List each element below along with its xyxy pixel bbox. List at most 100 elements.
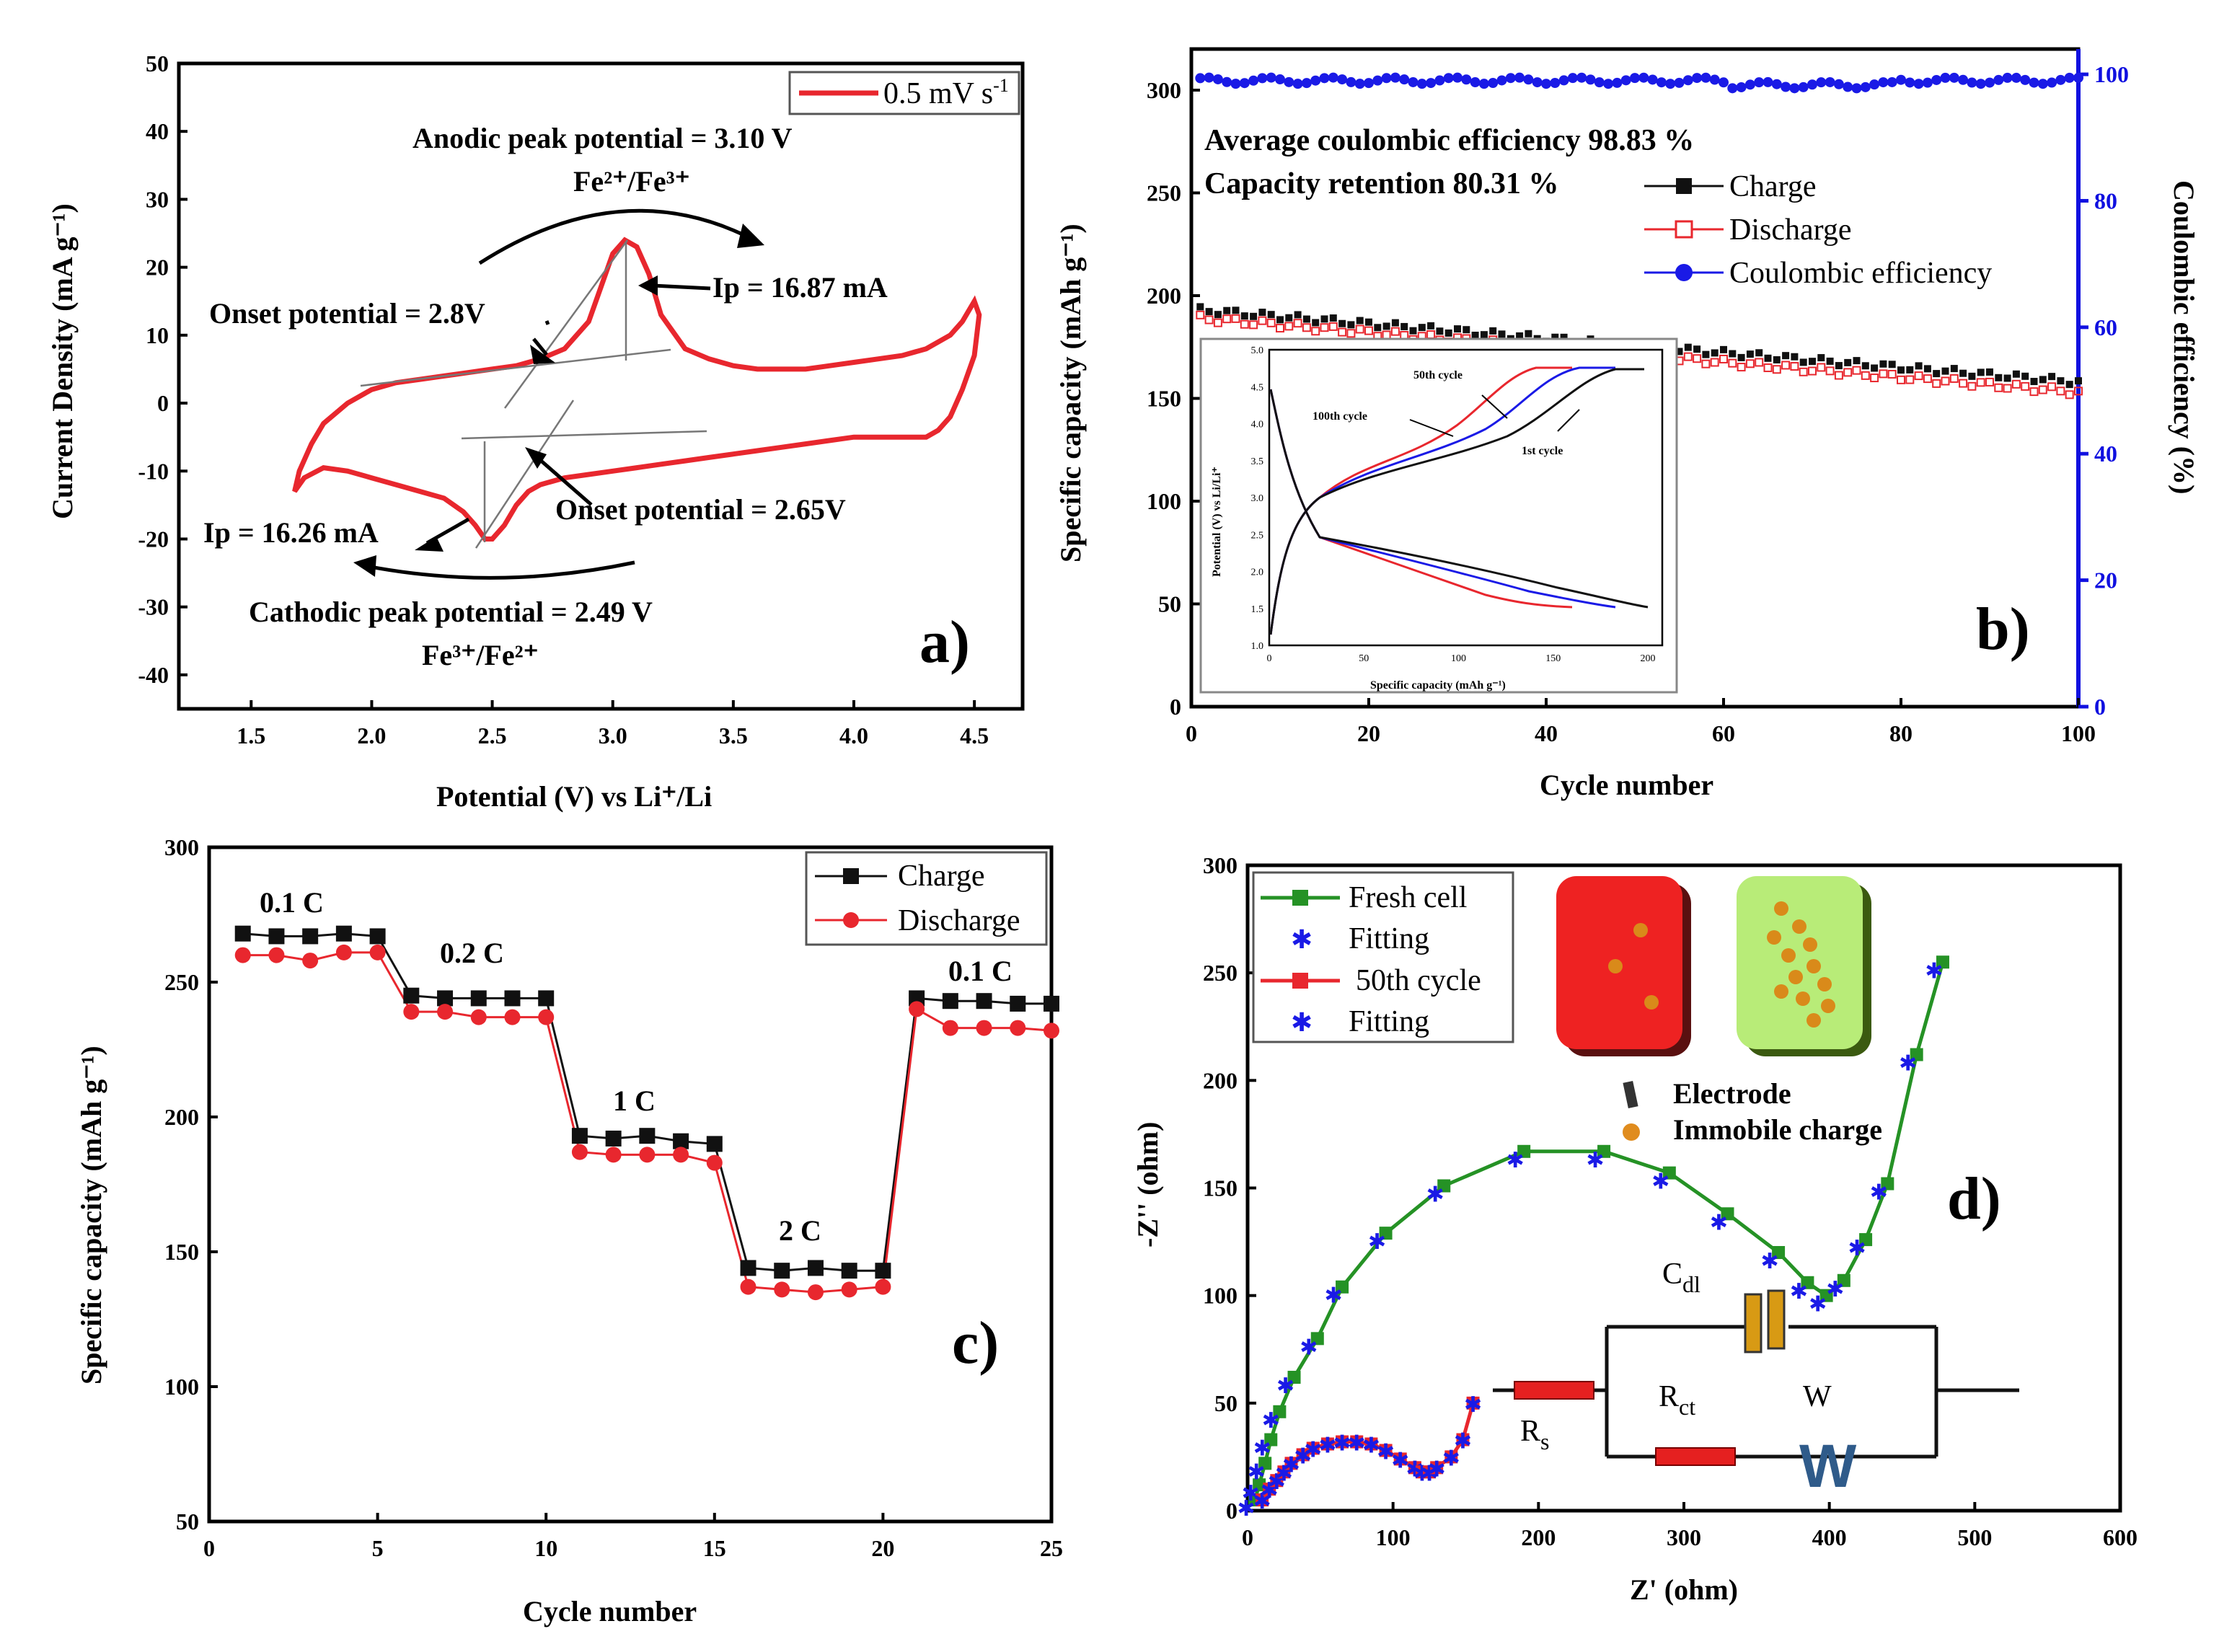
charge-point [1888, 361, 1896, 368]
panel-b-x-ticks: 0 20 40 60 80 100 [1186, 698, 2096, 746]
ce-point [1434, 75, 1445, 86]
charge-point [740, 1260, 756, 1276]
y-tick-label: 30 [146, 186, 169, 212]
ce-point [1576, 72, 1587, 83]
fit-point: ✱ [1506, 1148, 1525, 1173]
discharge-point [807, 1284, 824, 1301]
ce-point [1967, 77, 1977, 88]
discharge-point [1302, 323, 1311, 332]
charge-point [1817, 354, 1825, 362]
ce-point [1612, 77, 1623, 88]
cycle50-point [1296, 1448, 1310, 1462]
cycle50-point [1379, 1444, 1393, 1457]
y-tick-label: 0 [1170, 694, 1181, 720]
anodic-couple-label: Fe²⁺/Fe³⁺ [573, 165, 690, 198]
ce-point [1301, 78, 1312, 89]
ce-point [1195, 73, 1206, 84]
panel-d-legend: Fresh cell ✱ Fitting 50th cycle ✱ Fittin… [1252, 871, 1514, 1043]
charge-point [807, 1260, 824, 1276]
ce-point [1239, 78, 1250, 89]
inset-y-tick-label: 2.5 [1251, 530, 1264, 541]
x-tick-label: 300 [1667, 1524, 1701, 1550]
charge-point [470, 990, 487, 1007]
panel-b-inset: 0 50 100 150 2001.01.52.02.53.03.54.04.55.0 … [1199, 337, 1678, 694]
ce-point [1337, 74, 1348, 85]
discharge-point [1932, 379, 1941, 388]
ce-point [1257, 73, 1268, 84]
charge-point [1879, 360, 1887, 368]
charge-point [1560, 333, 1568, 341]
x-tick-label: 4.0 [839, 723, 868, 748]
rate-label-2: 0.2 C [440, 937, 504, 969]
rate-label-4: 2 C [779, 1214, 821, 1247]
charge-point [1365, 318, 1372, 326]
x-tick-label: 0 [1242, 1524, 1253, 1550]
y-tick-label: 250 [164, 969, 199, 995]
discharge-point [1755, 358, 1764, 367]
ce-point [2064, 72, 2075, 83]
discharge-point [1293, 319, 1302, 328]
panel-a-xlabel: Potential (V) vs Li⁺/Li [436, 780, 712, 813]
c-legend-discharge-marker [843, 912, 859, 928]
fresh-point [1772, 1246, 1786, 1259]
discharge-point [1346, 329, 1356, 338]
ce-point [1647, 74, 1658, 85]
charge-point [2065, 381, 2073, 389]
cycle50-point [1466, 1396, 1480, 1410]
legend-ce-marker [1675, 264, 1693, 281]
discharge-point [1683, 352, 1693, 361]
discharge-point [1213, 318, 1222, 327]
panel-d-xlabel: Z' (ohm) [1630, 1573, 1738, 1606]
cdl-label: Cdl [1662, 1258, 1700, 1297]
panel-c-xlabel: Cycle number [523, 1595, 697, 1627]
charge-point [1968, 372, 1976, 380]
ce-point [1975, 79, 1986, 89]
ce-point [1488, 78, 1499, 89]
panel-b-y2label: Coulombic efficiency (%) [2168, 180, 2200, 494]
discharge-point [1941, 376, 1950, 386]
charge-point [1977, 368, 1985, 376]
discharge-point [1781, 361, 1791, 370]
cycle50-point [1350, 1435, 1364, 1449]
discharge-point [1923, 374, 1932, 384]
cathodic-peak-label: Cathodic peak potential = 2.49 V [249, 596, 653, 628]
charge-point [706, 1136, 723, 1152]
ce-point [1656, 77, 1667, 88]
electrode-cycled-image [1737, 876, 1863, 1049]
discharge-point [1284, 322, 1294, 331]
y-tick-label: 150 [1147, 386, 1181, 412]
discharge-point [2003, 384, 2012, 393]
ce-point [1496, 75, 1507, 86]
inset-y-tick-label: 2.0 [1251, 567, 1264, 578]
ce-point [1630, 73, 1640, 84]
charge-point [1258, 309, 1266, 317]
panel-c: 0 5 10 15 20 25 50 100 150 200 250 300 0.1 C 0.2 C… [75, 834, 1063, 1627]
fresh-point [1273, 1405, 1287, 1418]
y-tick-label: 50 [146, 50, 169, 76]
fresh-point [1310, 1332, 1324, 1346]
charge-point [1489, 327, 1497, 335]
x-tick-label: 20 [1357, 720, 1380, 746]
fit-point: ✱ [1325, 1284, 1343, 1309]
charge-point [1294, 311, 1302, 319]
charge-point [1809, 358, 1816, 366]
ce-point [1781, 81, 1791, 92]
panel-d-fresh-line [1253, 961, 1945, 1501]
charge-point [605, 1130, 622, 1147]
charge-point [1551, 333, 1559, 341]
y-tick-label: 200 [1147, 283, 1181, 309]
d-legend-fit2: Fitting [1349, 1005, 1429, 1038]
ce-point [1754, 77, 1765, 88]
fresh-point [1837, 1273, 1850, 1287]
charge-point [1782, 352, 1790, 360]
panel-c-y-ticks: 50 100 150 200 250 300 [164, 834, 218, 1534]
inset-y-tick-label: 5.0 [1251, 345, 1264, 356]
ce-point [1744, 79, 1755, 90]
discharge-point [909, 1001, 925, 1017]
panel-a-tag: a) [919, 609, 970, 676]
discharge-point [639, 1147, 656, 1163]
discharge-point [1745, 359, 1755, 368]
ce-point [1292, 79, 1303, 89]
discharge-point [1861, 371, 1870, 380]
fit-point: ✱ [1276, 1374, 1294, 1399]
